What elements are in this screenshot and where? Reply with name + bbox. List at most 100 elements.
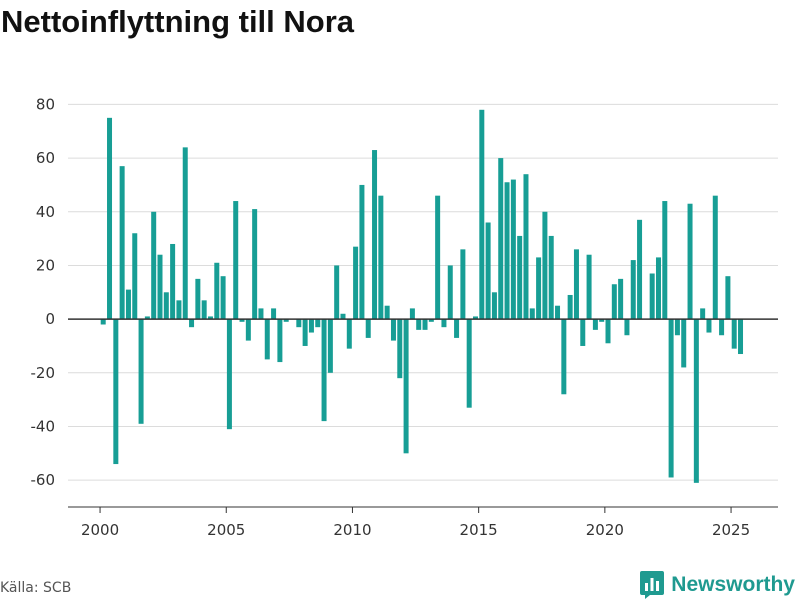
bar xyxy=(630,260,636,320)
bar xyxy=(390,319,396,341)
bar xyxy=(479,109,485,320)
bar xyxy=(706,319,712,333)
bar xyxy=(170,243,176,320)
bar xyxy=(693,319,699,483)
bar xyxy=(252,209,258,320)
tick-labels: 80 60 40 20 0 -20 -40 -60 2000 2005 2010 2015 2020 20… xyxy=(31,95,751,539)
bar xyxy=(315,319,321,328)
bar xyxy=(201,300,207,320)
bar xyxy=(624,319,630,336)
bar xyxy=(334,265,340,320)
bar xyxy=(346,319,352,349)
y-tick-label: -40 xyxy=(31,417,56,435)
bar xyxy=(340,313,346,320)
bar-chart: 80 60 40 20 0 -20 -40 -60 2000 2005 2010 2015 2020 20… xyxy=(31,95,778,539)
bar xyxy=(264,319,270,360)
bar xyxy=(491,292,497,320)
bar xyxy=(567,294,573,320)
bar xyxy=(573,249,579,320)
x-tick-label: 2020 xyxy=(586,521,624,539)
bar xyxy=(649,273,655,320)
brand-name: Newsworthy xyxy=(671,573,795,596)
bar xyxy=(277,319,283,363)
bar xyxy=(460,249,466,320)
bar xyxy=(428,319,434,322)
axes xyxy=(68,318,778,513)
bar xyxy=(700,308,706,320)
source-note: Källa: SCB xyxy=(0,580,72,596)
bar xyxy=(611,284,617,320)
bars xyxy=(100,109,744,483)
bar xyxy=(189,319,195,328)
bar xyxy=(510,179,516,320)
bar xyxy=(719,319,725,336)
y-tick-label: 40 xyxy=(36,203,55,221)
bar xyxy=(485,222,491,320)
bar xyxy=(403,319,409,454)
bar xyxy=(378,195,384,320)
bar xyxy=(605,319,611,344)
bar xyxy=(681,319,687,368)
bar xyxy=(132,233,138,320)
chart-title: Nettoinflyttning till Nora xyxy=(1,4,355,39)
bar xyxy=(422,319,428,330)
bar xyxy=(504,182,510,320)
bar xyxy=(523,174,529,320)
bar xyxy=(561,319,567,395)
bar xyxy=(182,147,188,320)
bar xyxy=(214,262,220,320)
bar xyxy=(365,319,371,338)
bar xyxy=(176,300,182,320)
bar xyxy=(586,254,592,320)
bar xyxy=(447,265,453,320)
bar xyxy=(119,166,125,320)
bar xyxy=(674,319,680,336)
bar xyxy=(372,150,378,320)
bar xyxy=(416,319,422,330)
bar xyxy=(687,203,693,320)
bar xyxy=(258,308,264,320)
bar xyxy=(454,319,460,338)
bar xyxy=(107,117,113,320)
bar xyxy=(441,319,447,328)
bar xyxy=(725,276,731,320)
bar xyxy=(592,319,598,330)
bar xyxy=(353,246,359,320)
bar xyxy=(308,319,314,333)
bar xyxy=(655,257,661,320)
bar xyxy=(100,319,106,325)
x-tick-label: 2005 xyxy=(207,521,245,539)
bar xyxy=(555,305,561,320)
bar xyxy=(226,319,232,430)
y-tick-label: 80 xyxy=(36,95,55,113)
bar xyxy=(271,308,277,320)
newsworthy-logo-icon xyxy=(640,571,665,599)
bar xyxy=(195,278,201,320)
bar xyxy=(472,316,478,320)
bar xyxy=(144,316,150,320)
bar xyxy=(163,292,169,320)
bar xyxy=(321,319,327,422)
bar xyxy=(151,211,157,320)
y-tick-label: 0 xyxy=(45,310,55,328)
bar xyxy=(536,257,542,320)
bar xyxy=(409,308,415,320)
bar xyxy=(125,289,131,320)
bar xyxy=(220,276,226,320)
brand-logo: Newsworthy xyxy=(640,570,795,600)
bar xyxy=(548,235,554,320)
x-tick-label: 2025 xyxy=(712,521,750,539)
bar xyxy=(239,319,245,322)
x-tick-label: 2010 xyxy=(333,521,371,539)
bar xyxy=(731,319,737,349)
bar xyxy=(302,319,308,346)
bar xyxy=(327,319,333,373)
x-tick-label: 2015 xyxy=(460,521,498,539)
bar xyxy=(296,319,302,328)
bar xyxy=(233,201,239,320)
y-tick-label: -20 xyxy=(31,364,56,382)
x-tick-label: 2000 xyxy=(81,521,119,539)
bar xyxy=(138,319,144,424)
bar xyxy=(466,319,472,408)
bar xyxy=(712,195,718,320)
